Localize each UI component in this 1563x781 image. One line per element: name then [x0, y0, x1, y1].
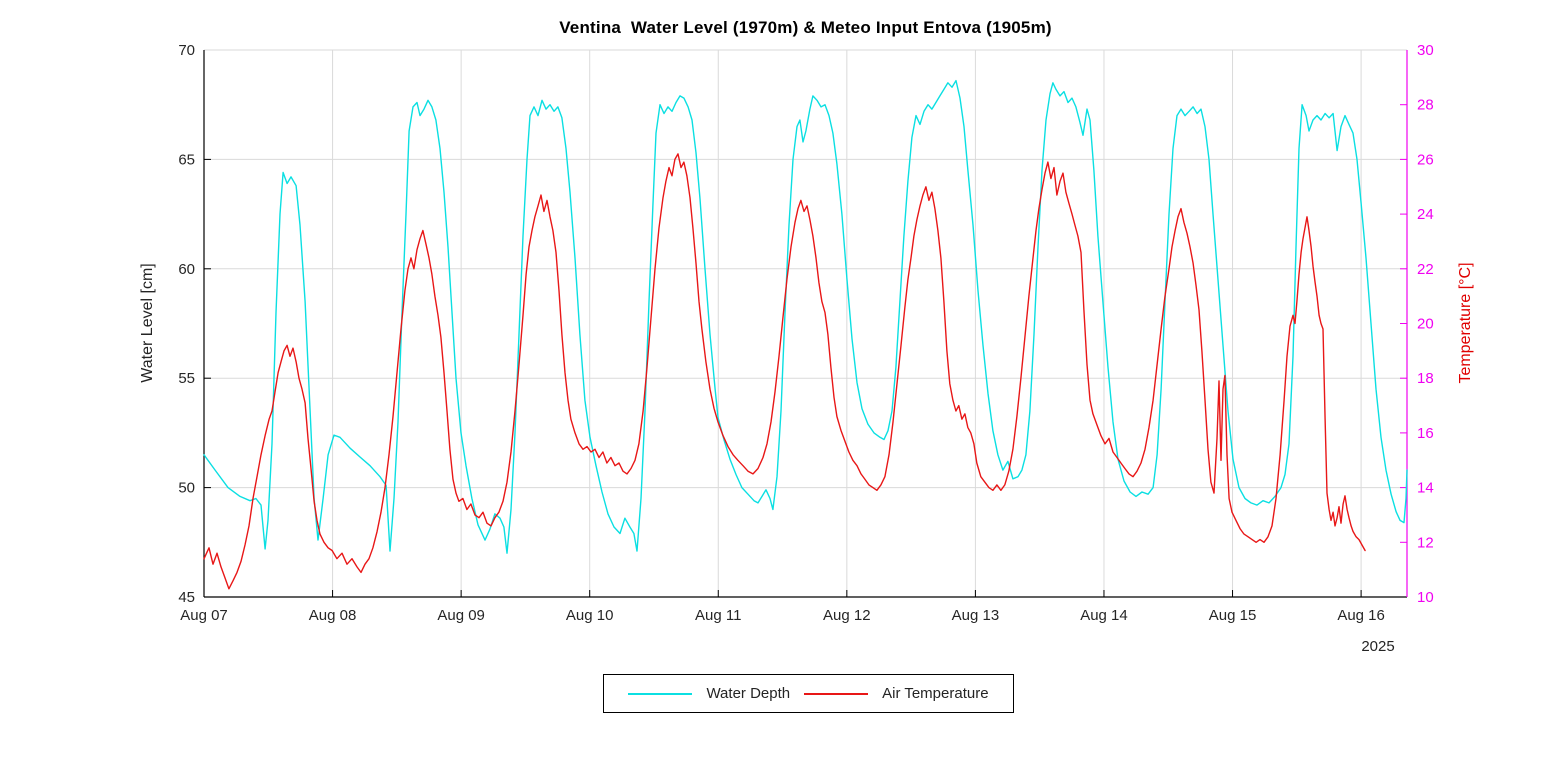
legend-water-depth-label: Water Depth: [706, 685, 791, 702]
x-axis-year-label: 2025: [1361, 638, 1395, 655]
x-tick-label: Aug 07: [180, 607, 228, 624]
right-tick-label: 22: [1417, 261, 1434, 278]
legend-air-temperature-label: Air Temperature: [882, 685, 989, 702]
x-tick-label: Aug 10: [566, 607, 614, 624]
water-depth-line: [203, 79, 1408, 554]
x-tick-label: Aug 14: [1080, 607, 1128, 624]
right-tick-label: 14: [1417, 480, 1434, 497]
right-tick-label: 18: [1417, 370, 1434, 387]
right-tick-label: 12: [1417, 534, 1434, 551]
left-tick-label: 55: [178, 370, 195, 387]
right-tick-label: 28: [1417, 97, 1434, 114]
left-tick-label: 70: [178, 42, 195, 59]
left-tick-label: 45: [178, 589, 195, 606]
legend-water-depth-line-swatch: [628, 692, 693, 695]
left-tick-label: 65: [178, 151, 195, 168]
x-tick-label: Aug 16: [1337, 607, 1385, 624]
left-tick-label: 60: [178, 261, 195, 278]
right-tick-label: 24: [1417, 206, 1434, 223]
x-tick-label: Aug 11: [695, 607, 741, 624]
air-temperature-line: [203, 153, 1366, 590]
legend-air-temperature-line-swatch: [804, 692, 869, 695]
left-axis-label: Water Level [cm]: [139, 263, 156, 383]
right-axis-label: Temperature [°C]: [1457, 262, 1474, 384]
x-tick-label: Aug 15: [1209, 607, 1257, 624]
x-tick-label: Aug 13: [952, 607, 1000, 624]
x-tick-label: Aug 12: [823, 607, 871, 624]
x-tick-label: Aug 08: [309, 607, 357, 624]
right-tick-label: 30: [1417, 42, 1434, 59]
right-tick-label: 16: [1417, 425, 1434, 442]
right-tick-label: 26: [1417, 151, 1434, 168]
left-tick-label: 50: [178, 480, 195, 497]
right-tick-label: 10: [1417, 589, 1434, 606]
right-tick-label: 20: [1417, 316, 1434, 333]
x-tick-label: Aug 09: [437, 607, 485, 624]
chart-title: Ventina Water Level (1970m) & Meteo Inpu…: [559, 18, 1052, 37]
legend-box: Water Depth Air Temperature: [603, 674, 1014, 713]
